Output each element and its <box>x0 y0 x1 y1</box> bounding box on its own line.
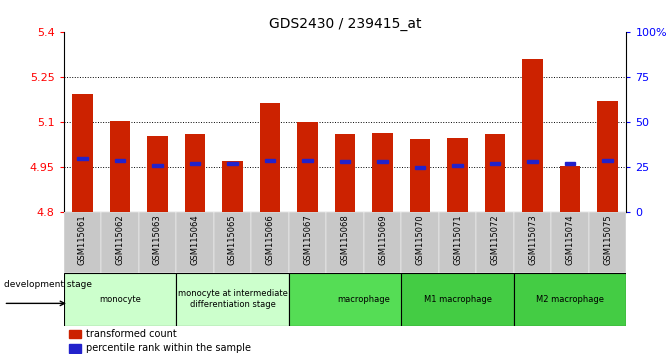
Bar <box>598 101 618 212</box>
Bar <box>152 164 163 167</box>
Text: GSM115064: GSM115064 <box>190 214 200 265</box>
Bar <box>289 212 326 273</box>
Bar <box>69 344 80 353</box>
Bar <box>401 212 439 273</box>
Bar <box>227 162 238 165</box>
Bar <box>340 160 350 163</box>
Bar <box>364 212 401 273</box>
Bar <box>565 162 576 165</box>
Bar <box>190 162 200 165</box>
Text: GSM115069: GSM115069 <box>378 214 387 265</box>
Bar <box>415 166 425 169</box>
Bar <box>551 212 589 273</box>
Bar <box>260 103 280 212</box>
Bar <box>514 212 551 273</box>
Bar <box>302 159 313 161</box>
Bar <box>335 134 355 212</box>
Bar <box>377 160 388 163</box>
Bar <box>69 330 80 338</box>
Text: GSM115061: GSM115061 <box>78 214 87 265</box>
Bar <box>72 93 92 212</box>
Text: percentile rank within the sample: percentile rank within the sample <box>86 343 251 353</box>
Bar <box>185 134 205 212</box>
Bar <box>101 212 139 273</box>
Bar <box>297 121 318 212</box>
Bar <box>77 157 88 160</box>
Bar <box>514 273 626 326</box>
Bar <box>602 159 613 161</box>
Bar <box>490 162 500 165</box>
Text: GSM115072: GSM115072 <box>490 214 500 265</box>
Bar <box>214 212 251 273</box>
Text: GSM115074: GSM115074 <box>565 214 575 265</box>
Text: GSM115071: GSM115071 <box>453 214 462 265</box>
Bar <box>527 160 538 163</box>
Bar <box>64 273 176 326</box>
Text: GSM115062: GSM115062 <box>115 214 125 265</box>
Bar <box>439 212 476 273</box>
Bar <box>176 212 214 273</box>
Bar <box>176 273 289 326</box>
Bar <box>410 139 430 212</box>
Bar <box>326 212 364 273</box>
Bar <box>251 212 289 273</box>
Bar <box>485 134 505 212</box>
Bar <box>523 59 543 212</box>
Text: macrophage: macrophage <box>338 295 390 304</box>
Bar <box>476 212 514 273</box>
Text: monocyte: monocyte <box>99 295 141 304</box>
Text: transformed count: transformed count <box>86 329 177 339</box>
Bar <box>222 161 243 212</box>
Bar <box>373 133 393 212</box>
Bar <box>452 164 463 167</box>
Text: M1 macrophage: M1 macrophage <box>423 295 492 304</box>
Bar <box>560 166 580 212</box>
Text: M2 macrophage: M2 macrophage <box>536 295 604 304</box>
Bar <box>289 273 439 326</box>
Title: GDS2430 / 239415_at: GDS2430 / 239415_at <box>269 17 421 31</box>
Text: GSM115075: GSM115075 <box>603 214 612 265</box>
Bar <box>115 159 125 161</box>
Text: GSM115070: GSM115070 <box>415 214 425 265</box>
Text: GSM115063: GSM115063 <box>153 214 162 265</box>
Bar <box>64 212 101 273</box>
Bar <box>448 138 468 212</box>
Bar <box>139 212 176 273</box>
Text: GSM115066: GSM115066 <box>265 214 275 265</box>
Bar <box>401 273 514 326</box>
Bar <box>265 159 275 161</box>
Text: GSM115065: GSM115065 <box>228 214 237 265</box>
Text: development stage: development stage <box>3 280 92 289</box>
Bar <box>147 136 168 212</box>
Text: GSM115068: GSM115068 <box>340 214 350 265</box>
Text: GSM115067: GSM115067 <box>303 214 312 265</box>
Text: GSM115073: GSM115073 <box>528 214 537 265</box>
Bar <box>110 121 130 212</box>
Bar <box>589 212 626 273</box>
Text: monocyte at intermediate
differentiation stage: monocyte at intermediate differentiation… <box>178 290 287 309</box>
